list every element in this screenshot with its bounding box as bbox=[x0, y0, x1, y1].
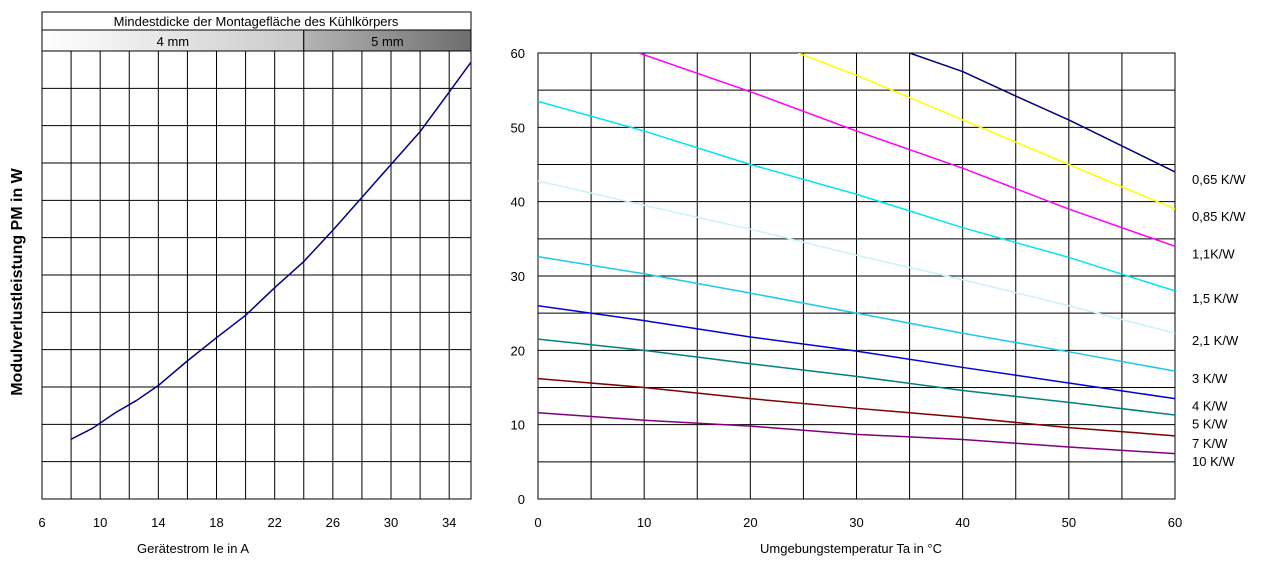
series-line-9 bbox=[538, 412, 1175, 455]
right-y-tick-label: 0 bbox=[518, 492, 525, 507]
left-series-line bbox=[70, 61, 472, 440]
left-x-tick-label: 34 bbox=[442, 515, 456, 530]
thickness-band-label: 4 mm bbox=[157, 34, 190, 49]
right-x-tick-labels: 0 10 20 30 40 50 60 bbox=[534, 515, 1182, 530]
right-chart: 0 10 20 30 40 50 60 0 10 20 30 40 50 60 0,65 K/W 0,85… bbox=[511, 46, 1247, 556]
series-labels: 0,65 K/W 0,85 K/W 1,1K/W 1,5 K/W 2,1 K/W 3 K/… bbox=[1192, 172, 1246, 469]
right-y-tick-labels: 0 10 20 30 40 50 60 bbox=[511, 46, 525, 507]
left-x-tick-label: 6 bbox=[38, 515, 45, 530]
right-y-tick-label: 40 bbox=[511, 195, 525, 210]
right-x-tick-label: 60 bbox=[1168, 515, 1182, 530]
left-y-axis-label: Modulverlustleistung PM in W bbox=[9, 167, 26, 395]
right-x-tick-label: 0 bbox=[534, 515, 541, 530]
left-x-tick-label: 26 bbox=[326, 515, 340, 530]
left-series-group bbox=[70, 61, 472, 440]
series-label: 3 K/W bbox=[1192, 371, 1228, 386]
series-label: 0,85 K/W bbox=[1192, 209, 1246, 224]
left-plot-frame bbox=[41, 50, 472, 500]
right-x-tick-label: 50 bbox=[1062, 515, 1076, 530]
left-grid bbox=[41, 50, 472, 500]
header-title: Mindestdicke der Montagefläche des Kühlk… bbox=[114, 14, 399, 29]
right-x-tick-label: 30 bbox=[849, 515, 863, 530]
right-plot-frame bbox=[537, 52, 1176, 500]
left-x-tick-label: 30 bbox=[384, 515, 398, 530]
series-line-4 bbox=[538, 180, 1175, 334]
left-chart: Mindestdicke der Montagefläche des Kühlk… bbox=[9, 11, 472, 556]
right-y-tick-label: 10 bbox=[511, 418, 525, 433]
right-x-axis-label: Umgebungstemperatur Ta in °C bbox=[760, 541, 942, 556]
right-y-tick-label: 60 bbox=[511, 46, 525, 61]
thickness-header: Mindestdicke der Montagefläche des Kühlk… bbox=[41, 11, 472, 52]
left-x-tick-label: 22 bbox=[267, 515, 281, 530]
series-label: 7 K/W bbox=[1192, 436, 1228, 451]
series-line-7 bbox=[538, 338, 1175, 416]
series-line-6 bbox=[538, 304, 1175, 400]
series-label: 10 K/W bbox=[1192, 454, 1235, 469]
right-series-group bbox=[538, 53, 1175, 455]
right-x-tick-label: 40 bbox=[955, 515, 969, 530]
series-label: 5 K/W bbox=[1192, 417, 1228, 432]
series-line-3 bbox=[538, 100, 1175, 292]
left-x-tick-label: 14 bbox=[151, 515, 165, 530]
series-label: 2,1 K/W bbox=[1192, 333, 1239, 348]
right-x-tick-label: 10 bbox=[637, 515, 651, 530]
series-line-1 bbox=[797, 53, 1175, 210]
left-x-tick-label: 18 bbox=[209, 515, 223, 530]
left-x-tick-labels: 6 10 14 18 22 26 30 34 bbox=[38, 515, 456, 530]
series-label: 4 K/W bbox=[1192, 399, 1228, 414]
left-x-axis-label: Gerätestrom Ie in A bbox=[137, 541, 249, 556]
thickness-bands: 4 mm 5 mm bbox=[41, 29, 472, 52]
left-x-tick-label: 10 bbox=[93, 515, 107, 530]
series-line-8 bbox=[538, 377, 1175, 437]
series-label: 0,65 K/W bbox=[1192, 172, 1246, 187]
right-y-tick-label: 20 bbox=[511, 343, 525, 358]
series-line-5 bbox=[538, 255, 1175, 372]
right-y-tick-label: 50 bbox=[511, 120, 525, 135]
thickness-band-label: 5 mm bbox=[371, 34, 404, 49]
right-y-tick-label: 30 bbox=[511, 269, 525, 284]
series-label: 1,1K/W bbox=[1192, 246, 1235, 261]
series-line-2 bbox=[638, 53, 1175, 247]
series-label: 1,5 K/W bbox=[1192, 291, 1239, 306]
series-line-0 bbox=[909, 53, 1175, 173]
right-x-tick-label: 20 bbox=[743, 515, 757, 530]
